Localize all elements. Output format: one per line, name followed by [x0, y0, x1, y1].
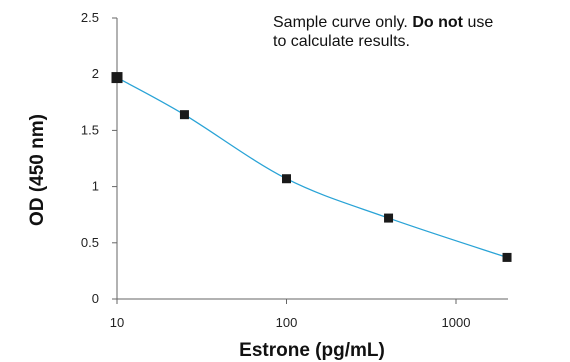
y-tick-label: 0	[92, 291, 99, 306]
y-axis-title: OD (450 nm)	[27, 114, 48, 226]
note-text-trailing: use	[467, 14, 494, 31]
y-tick-label: 2	[92, 66, 99, 81]
x-tick-label: 1000	[442, 315, 471, 330]
data-point-marker	[111, 72, 123, 84]
x-tick-label: 10	[110, 315, 124, 330]
sample-curve-note: Sample curve only. Do not use to calcula…	[273, 13, 568, 51]
series-markers	[111, 72, 512, 262]
data-point-marker	[282, 174, 291, 184]
y-tick-label: 0.5	[81, 235, 99, 250]
y-axis-ticks: 0 0.5 1 1.5 2 2.5	[81, 10, 117, 306]
y-tick-label: 2.5	[81, 10, 99, 25]
note-text-plain: Sample curve only.	[273, 14, 408, 31]
note-text-bold: Do not	[412, 14, 463, 31]
y-tick-label: 1.5	[81, 122, 99, 137]
note-text-line2: to calculate results.	[273, 33, 410, 50]
y-tick-label: 1	[92, 179, 99, 194]
data-point-marker	[384, 213, 394, 223]
series-curve	[116, 77, 508, 259]
x-axis-title: Estrone (pg/mL)	[239, 340, 385, 361]
data-point-marker	[502, 252, 512, 262]
x-axis-ticks: 10 100 1000	[110, 299, 471, 330]
x-tick-label: 100	[276, 315, 298, 330]
data-point-marker	[179, 110, 189, 120]
